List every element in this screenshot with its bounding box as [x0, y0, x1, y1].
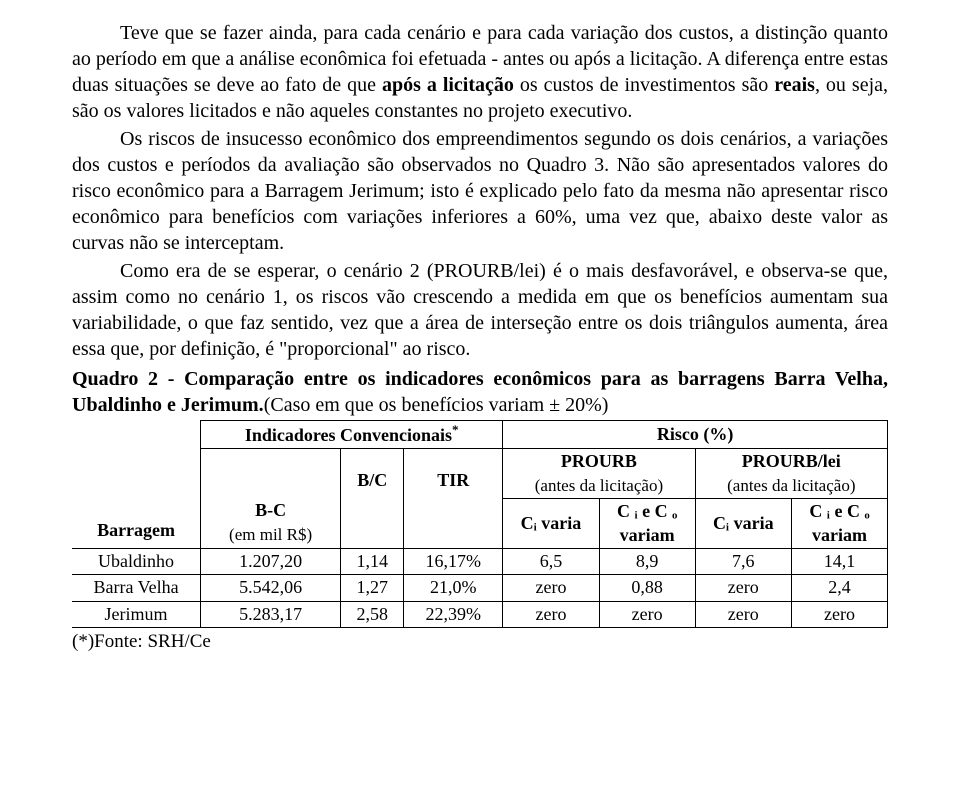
row-pl-cico: 14,1 — [791, 548, 887, 574]
p1-bold-b: após a licita­ção — [382, 74, 514, 96]
bc-unit: (em mil R$) — [229, 525, 312, 544]
indic-label: Indicadores Convencionais — [245, 425, 452, 445]
row-pl-ci: zero — [695, 601, 791, 627]
row-pl-ci: zero — [695, 575, 791, 601]
blank-cell — [72, 421, 201, 449]
row-p-ci: 6,5 — [503, 548, 599, 574]
p1-text-c: os custos de investimentos são — [514, 74, 774, 96]
col-p-cico: C ᵢ e C ₒ variam — [599, 499, 695, 549]
col-prourblei: PROURB/lei (antes da licitação) — [695, 449, 887, 499]
table-row: Barra Velha 5.542,06 1,27 21,0% zero 0,8… — [72, 575, 888, 601]
paragraph-3: Como era de se esperar, o cenário 2 (PRO… — [72, 258, 888, 362]
row-pl-cico: 2,4 — [791, 575, 887, 601]
cico-b: variam — [620, 525, 675, 545]
row-name: Jerimum — [72, 601, 201, 627]
row-p-ci: zero — [503, 601, 599, 627]
col-pl-cico: C ᵢ e C ₒ variam — [791, 499, 887, 549]
table-row: Jerimum 5.283,17 2,58 22,39% zero zero z… — [72, 601, 888, 627]
col-prourb: PROURB (antes da licitação) — [503, 449, 695, 499]
row-tir: 16,17% — [404, 548, 503, 574]
prourb-sub: (antes da licitação) — [535, 476, 663, 495]
indic-sup: * — [452, 422, 459, 437]
row-p-cico: 0,88 — [599, 575, 695, 601]
row-bratio: 2,58 — [341, 601, 404, 627]
row-bratio: 1,27 — [341, 575, 404, 601]
row-bratio: 1,14 — [341, 548, 404, 574]
row-name: Ubaldinho — [72, 548, 201, 574]
col-barragem: Barragem — [72, 449, 201, 549]
table-row: Ubaldinho 1.207,20 1,14 16,17% 6,5 8,9 7… — [72, 548, 888, 574]
table-wrapper: Indicadores Convencionais* Risco (%) Bar… — [72, 420, 888, 628]
cico-a2: C ᵢ e C ₒ — [809, 501, 869, 521]
row-pl-ci: 7,6 — [695, 548, 791, 574]
row-bc: 1.207,20 — [201, 548, 341, 574]
row-bc: 5.542,06 — [201, 575, 341, 601]
heading-plain: (Caso em que os benefícios variam ± 20%) — [264, 394, 609, 416]
table-header-row-2: Barragem B-C (em mil R$) B/C TIR PROURB … — [72, 449, 888, 499]
paragraph-1: Teve que se fazer ainda, para cada cenár… — [72, 20, 888, 124]
row-p-ci: zero — [503, 575, 599, 601]
paragraph-2: Os riscos de insucesso econômico dos emp… — [72, 126, 888, 256]
row-p-cico: zero — [599, 601, 695, 627]
col-indicadores: Indicadores Convencionais* — [201, 421, 503, 449]
table-header-row-1: Indicadores Convencionais* Risco (%) — [72, 421, 888, 449]
row-p-cico: 8,9 — [599, 548, 695, 574]
col-risco: Risco (%) — [503, 421, 888, 449]
col-bratio: B/C — [341, 449, 404, 549]
prourb-label: PROURB — [561, 451, 637, 471]
cico-a: C ᵢ e C ₒ — [617, 501, 677, 521]
col-tir: TIR — [404, 449, 503, 549]
prourblei-label: PROURB/lei — [742, 451, 841, 471]
p1-bold-d: reais — [774, 74, 815, 96]
row-tir: 22,39% — [404, 601, 503, 627]
table-heading: Quadro 2 - Comparação entre os indicador… — [72, 366, 888, 418]
table-footnote: (*)Fonte: SRH/Ce — [72, 630, 888, 655]
row-tir: 21,0% — [404, 575, 503, 601]
row-name: Barra Velha — [72, 575, 201, 601]
col-pl-ci: Cᵢ varia — [695, 499, 791, 549]
col-p-ci: Cᵢ varia — [503, 499, 599, 549]
prourblei-sub: (antes da licitação) — [727, 476, 855, 495]
row-bc: 5.283,17 — [201, 601, 341, 627]
row-pl-cico: zero — [791, 601, 887, 627]
col-bc: B-C (em mil R$) — [201, 449, 341, 549]
cico-b2: variam — [812, 525, 867, 545]
bc-label: B-C — [255, 500, 286, 520]
indicators-table: Indicadores Convencionais* Risco (%) Bar… — [72, 420, 888, 628]
